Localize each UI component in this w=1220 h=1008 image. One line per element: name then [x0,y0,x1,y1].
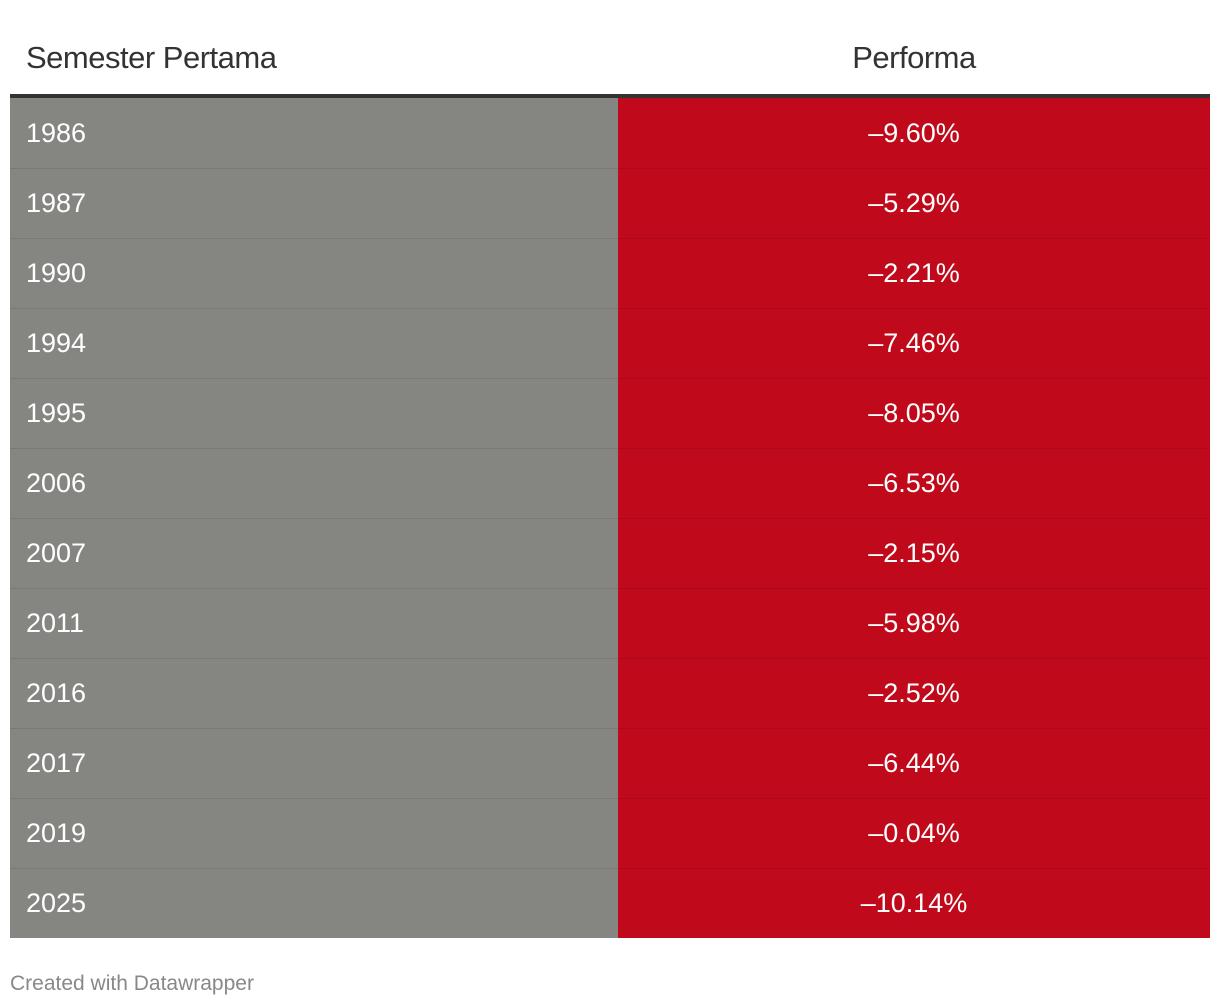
year-cell: 2011 [10,588,618,658]
year-cell: 2025 [10,868,618,938]
table-row: 1995 –8.05% [10,378,1210,448]
table-row: 2025 –10.14% [10,868,1210,938]
performance-table: Semester Pertama Performa 1986 –9.60% 1987… [10,0,1210,938]
table-row: 2007 –2.15% [10,518,1210,588]
table-row: 2017 –6.44% [10,728,1210,798]
performa-cell: –10.14% [618,868,1210,938]
table-body: 1986 –9.60% 1987 –5.29% 1990 –2.21% 1994 –7.46%… [10,98,1210,938]
table-row: 1994 –7.46% [10,308,1210,378]
year-cell: 2007 [10,518,618,588]
year-cell: 1994 [10,308,618,378]
year-cell: 2006 [10,448,618,518]
table-row: 2019 –0.04% [10,798,1210,868]
datawrapper-credit[interactable]: Created with Datawrapper [10,972,254,995]
table-row: 2006 –6.53% [10,448,1210,518]
table-row: 2016 –2.52% [10,658,1210,728]
year-cell: 1987 [10,168,618,238]
performa-cell: –8.05% [618,378,1210,448]
year-cell: 2017 [10,728,618,798]
year-cell: 1986 [10,98,618,168]
year-cell: 2016 [10,658,618,728]
performa-cell: –6.53% [618,448,1210,518]
year-cell: 1995 [10,378,618,448]
year-cell: 2019 [10,798,618,868]
performa-cell: –5.29% [618,168,1210,238]
table-row: 1990 –2.21% [10,238,1210,308]
table-header: Semester Pertama Performa [10,0,1210,98]
performa-cell: –2.21% [618,238,1210,308]
performa-cell: –2.15% [618,518,1210,588]
column-header-semester[interactable]: Semester Pertama [26,40,277,75]
performa-cell: –0.04% [618,798,1210,868]
column-header-performa[interactable]: Performa [852,40,976,75]
performa-cell: –5.98% [618,588,1210,658]
year-cell: 1990 [10,238,618,308]
performa-cell: –9.60% [618,98,1210,168]
table-row: 2011 –5.98% [10,588,1210,658]
table-row: 1987 –5.29% [10,168,1210,238]
table-row: 1986 –9.60% [10,98,1210,168]
performa-cell: –6.44% [618,728,1210,798]
performa-cell: –7.46% [618,308,1210,378]
performa-cell: –2.52% [618,658,1210,728]
